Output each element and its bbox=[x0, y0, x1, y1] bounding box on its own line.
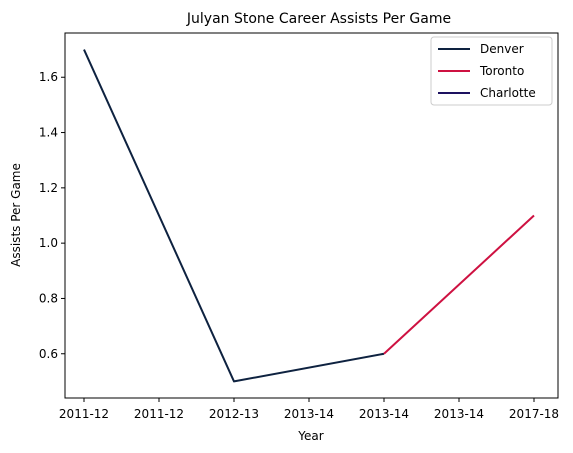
y-tick-label: 1.2 bbox=[39, 181, 58, 195]
legend-label-denver: Denver bbox=[480, 42, 524, 56]
legend: Denver Toronto Charlotte bbox=[430, 36, 553, 106]
legend-box bbox=[430, 36, 553, 106]
y-axis-label: Assists Per Game bbox=[9, 163, 23, 267]
x-tick-label: 2011-12 bbox=[59, 407, 109, 421]
y-axis-ticks: 0.6 0.8 1.0 1.2 1.4 1.6 bbox=[39, 70, 65, 361]
x-tick-label: 2013-14 bbox=[359, 407, 409, 421]
y-tick-label: 1.4 bbox=[39, 126, 58, 140]
x-tick-label: 2013-14 bbox=[434, 407, 484, 421]
chart-title: Julyan Stone Career Assists Per Game bbox=[186, 11, 451, 27]
plot-frame bbox=[64, 32, 559, 399]
x-tick-label: 2011-12 bbox=[134, 407, 184, 421]
x-axis-label: Year bbox=[297, 429, 323, 443]
legend-label-charlotte: Charlotte bbox=[480, 86, 536, 100]
x-tick-label: 2017-18 bbox=[509, 407, 559, 421]
y-tick-label: 0.6 bbox=[39, 347, 58, 361]
x-tick-label: 2013-14 bbox=[284, 407, 334, 421]
legend-label-toronto: Toronto bbox=[479, 64, 524, 78]
series-line-toronto bbox=[383, 214, 535, 355]
series-lines bbox=[83, 49, 535, 383]
x-tick-label: 2012-13 bbox=[209, 407, 259, 421]
y-tick-label: 1.6 bbox=[39, 70, 58, 84]
y-tick-label: 1.0 bbox=[39, 236, 58, 250]
x-axis-ticks: 2011-12 2011-12 2012-13 2013-14 2013-14 2013-… bbox=[59, 398, 559, 421]
series-line-denver bbox=[83, 49, 385, 383]
y-tick-label: 0.8 bbox=[39, 291, 58, 305]
